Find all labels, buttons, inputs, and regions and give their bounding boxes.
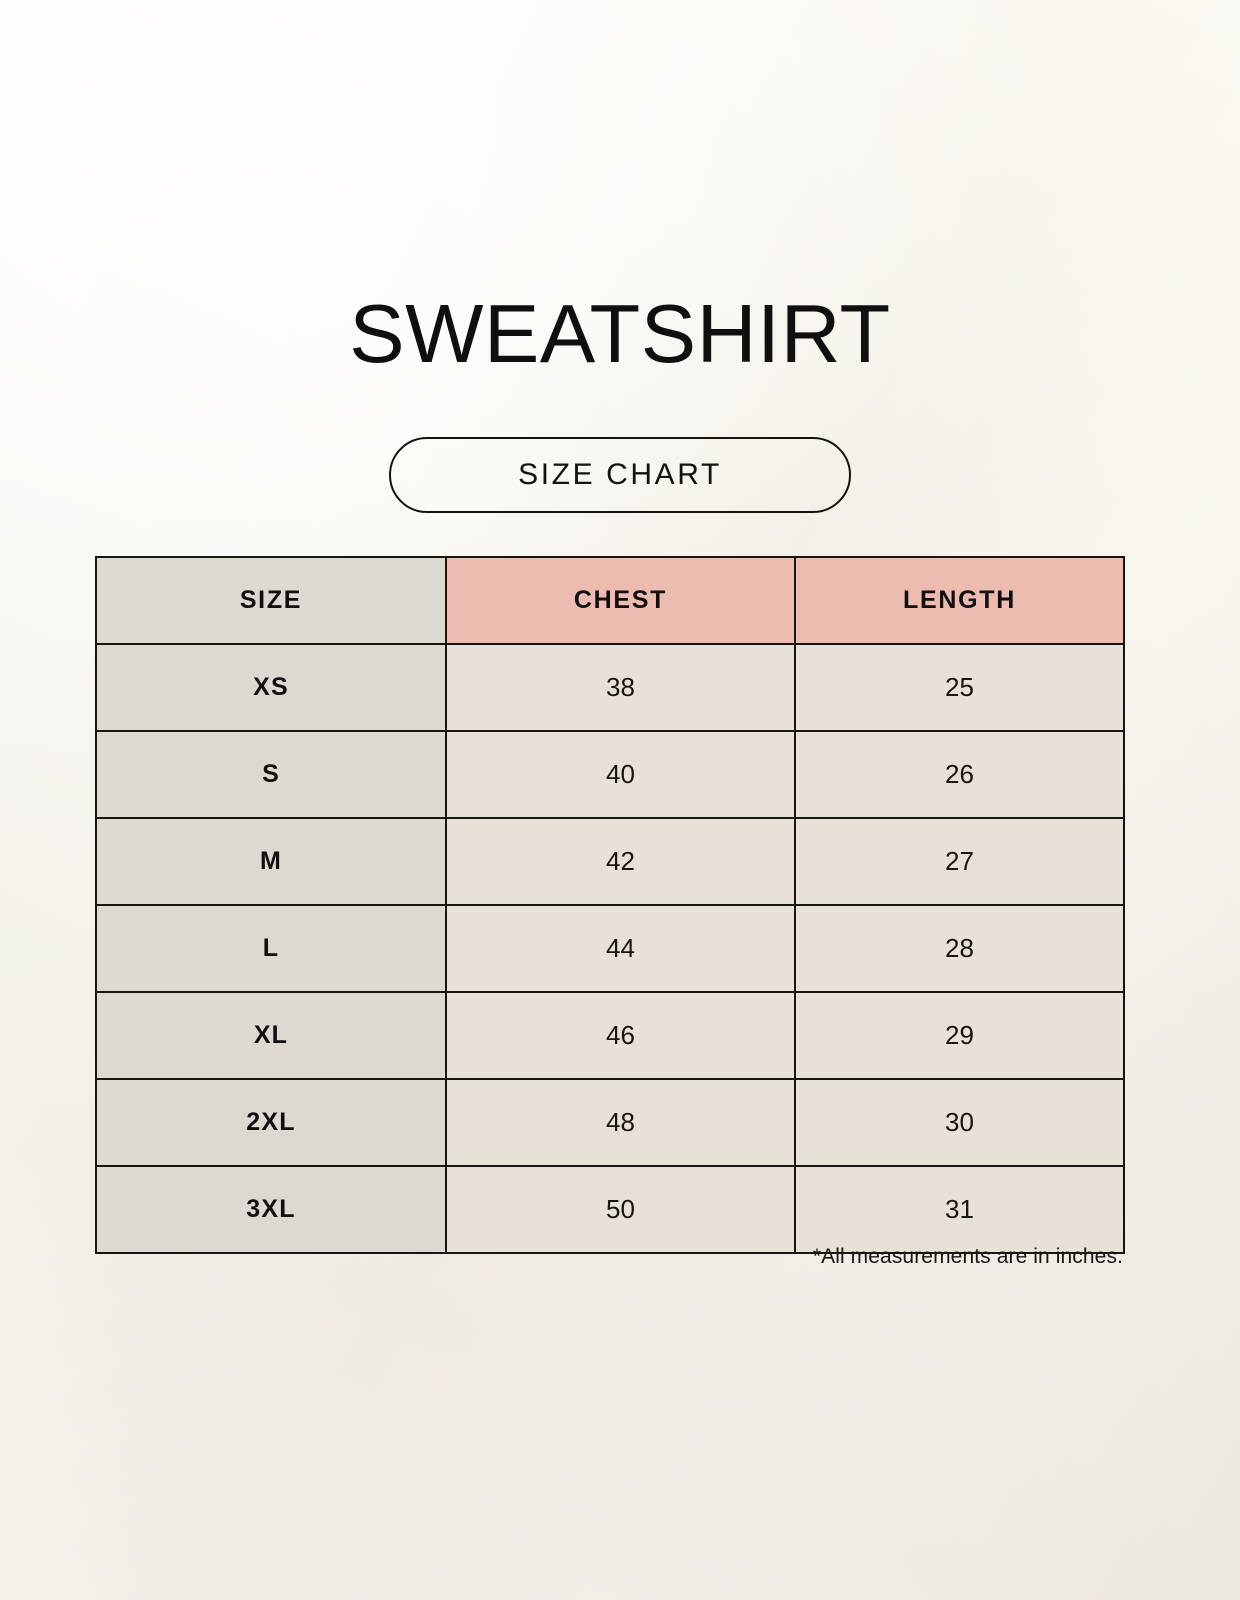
measurement-footnote: *All measurements are in inches. bbox=[812, 1245, 1123, 1268]
cell-size: S bbox=[95, 730, 447, 819]
cell-chest: 46 bbox=[445, 991, 796, 1080]
cell-chest: 42 bbox=[445, 817, 796, 906]
cell-size: 3XL bbox=[95, 1165, 447, 1254]
cell-length: 29 bbox=[794, 991, 1125, 1080]
table-body: XS 38 25 S 40 26 M 42 27 L 44 28 XL 46 bbox=[95, 643, 1125, 1254]
cell-chest: 38 bbox=[445, 643, 796, 732]
table-row: S 40 26 bbox=[95, 730, 1125, 819]
table-header: SIZE CHEST LENGTH bbox=[95, 556, 1125, 645]
column-header-size: SIZE bbox=[95, 556, 447, 645]
size-chart-badge-label: SIZE CHART bbox=[518, 458, 722, 491]
table-row: 2XL 48 30 bbox=[95, 1078, 1125, 1167]
cell-length: 26 bbox=[794, 730, 1125, 819]
cell-length: 31 bbox=[794, 1165, 1125, 1254]
cell-length: 30 bbox=[794, 1078, 1125, 1167]
column-header-length: LENGTH bbox=[794, 556, 1125, 645]
page-title: SWEATSHIRT bbox=[349, 287, 891, 380]
size-chart-table: SIZE CHEST LENGTH XS 38 25 S 40 26 M 42 … bbox=[95, 556, 1125, 1254]
table-row: 3XL 50 31 bbox=[95, 1165, 1125, 1254]
cell-length: 27 bbox=[794, 817, 1125, 906]
cell-length: 25 bbox=[794, 643, 1125, 732]
cell-size: 2XL bbox=[95, 1078, 447, 1167]
cell-size: XS bbox=[95, 643, 447, 732]
table-row: L 44 28 bbox=[95, 904, 1125, 993]
cell-length: 28 bbox=[794, 904, 1125, 993]
badge-container: SIZE CHART bbox=[0, 437, 1240, 513]
cell-size: M bbox=[95, 817, 447, 906]
column-header-chest: CHEST bbox=[445, 556, 796, 645]
table-row: XL 46 29 bbox=[95, 991, 1125, 1080]
table-row: M 42 27 bbox=[95, 817, 1125, 906]
table-row: XS 38 25 bbox=[95, 643, 1125, 732]
cell-size: XL bbox=[95, 991, 447, 1080]
cell-chest: 50 bbox=[445, 1165, 796, 1254]
cell-chest: 48 bbox=[445, 1078, 796, 1167]
cell-chest: 44 bbox=[445, 904, 796, 993]
cell-size: L bbox=[95, 904, 447, 993]
table-header-row: SIZE CHEST LENGTH bbox=[95, 556, 1125, 645]
size-chart-badge: SIZE CHART bbox=[389, 437, 851, 513]
cell-chest: 40 bbox=[445, 730, 796, 819]
